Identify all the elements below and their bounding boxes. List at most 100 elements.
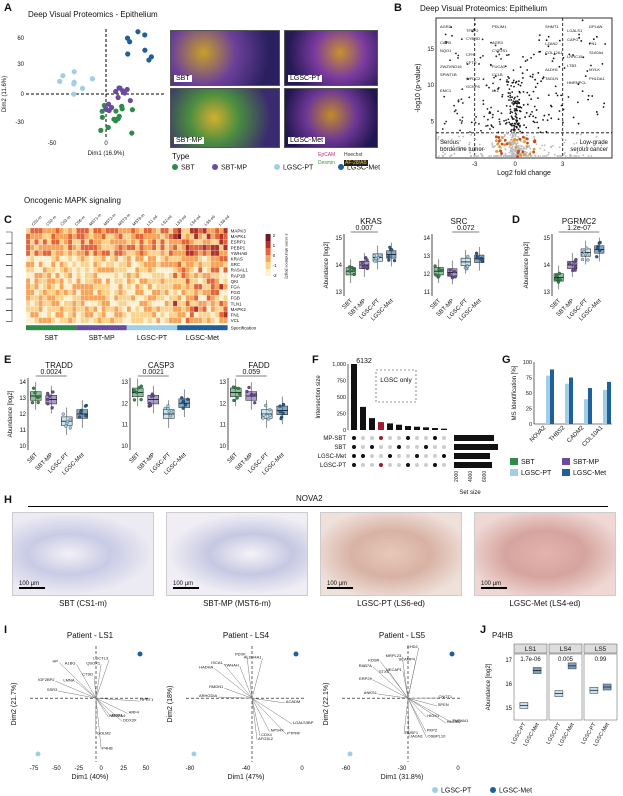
highlight-point	[494, 139, 498, 142]
left-annotation: Serous	[440, 140, 459, 146]
type-legend-title: Type	[172, 152, 190, 161]
volcano-point	[508, 77, 510, 79]
volcano-point	[461, 146, 463, 149]
box-point	[390, 248, 394, 252]
histology-lgsc-pt: 100 µm LGSC-PT (LS6-ed)	[320, 512, 462, 608]
pca-point	[98, 127, 104, 133]
box-point	[50, 406, 54, 410]
volcano-point	[445, 120, 448, 123]
heatmap-cell	[177, 261, 182, 268]
gene-label: CYP2S1	[492, 48, 508, 53]
biplot-ls4: Patient - LS4ALDH4A1PDXKYWHAHISCA1HADHAR…	[167, 631, 314, 781]
volcano-point	[512, 100, 515, 103]
heatmap-cell	[147, 278, 153, 285]
matrix-dot	[424, 445, 428, 449]
highlight-point	[501, 136, 504, 140]
matrix-dot	[361, 454, 365, 458]
heatmap-cell	[51, 233, 56, 240]
heatmap-cell	[97, 283, 102, 290]
heatmap-cell	[46, 227, 52, 234]
heatmap-cell	[46, 267, 52, 273]
heatmap-cell	[42, 233, 48, 240]
heatmap-cell	[223, 306, 228, 313]
matrix-dot	[406, 463, 410, 467]
loading-arrow	[95, 697, 140, 702]
heatmap-cell	[118, 239, 123, 245]
volcano-point	[441, 154, 444, 157]
gene-label: PHLDA1	[589, 76, 605, 81]
pvalue-label: 1.7e-06	[520, 657, 541, 663]
heatmap-cell	[34, 289, 39, 296]
box-point	[235, 396, 239, 400]
volcano-point	[567, 96, 570, 98]
histology-caption: SBT (CS1-m)	[59, 599, 107, 608]
plot-title: SRC	[451, 217, 468, 226]
volcano-point	[506, 133, 509, 135]
heatmap-cell	[51, 306, 56, 313]
heatmap-cell	[97, 300, 102, 307]
y-tick-label: 0	[529, 422, 532, 428]
pca-point	[71, 79, 77, 85]
heatmap-cell	[193, 283, 199, 290]
box-point	[474, 251, 479, 255]
heatmap-cell	[80, 250, 85, 257]
panel-label-c: C	[4, 214, 12, 226]
heatmap-cell	[206, 289, 211, 296]
heatmap-row-label: ESRP1	[231, 240, 246, 245]
volcano-point	[517, 123, 519, 125]
volcano-point	[512, 69, 515, 72]
heatmap-cell	[214, 244, 220, 251]
heatmap-cell	[214, 289, 220, 296]
heatmap-cell	[172, 278, 178, 285]
plot-title: Patient - LS4	[223, 631, 270, 640]
volcano-point	[568, 53, 571, 56]
x-tick-label: -75	[30, 766, 39, 772]
heatmap-cell	[214, 239, 220, 245]
volcano-point	[525, 126, 528, 129]
heatmap-cell	[105, 244, 111, 251]
heatmap-cell	[80, 295, 85, 301]
heatmap-cell	[118, 295, 123, 301]
heatmap-cell	[38, 261, 43, 268]
volcano-point	[562, 108, 565, 111]
matrix-dot	[397, 454, 401, 458]
legend-gradient-step	[265, 234, 271, 241]
volcano-point	[458, 135, 460, 138]
heatmap-cell	[93, 311, 98, 318]
volcano-point	[444, 153, 446, 156]
volcano-point	[581, 19, 584, 22]
volcano-point	[510, 138, 513, 141]
heatmap-cell	[105, 317, 111, 324]
heatmap-cell	[130, 295, 136, 301]
heatmap-cell	[67, 233, 73, 240]
heatmap-cell	[172, 239, 178, 245]
heatmap-cell	[51, 295, 56, 301]
heatmap-cell	[139, 233, 144, 240]
heatmap-cell	[181, 300, 186, 307]
heatmap-cell	[55, 295, 60, 301]
heatmap-cell	[42, 317, 48, 324]
heatmap-cell	[210, 295, 216, 301]
volcano-point	[581, 90, 584, 93]
heatmap-cell	[38, 306, 43, 313]
loading-arrow	[407, 698, 427, 738]
volcano-point	[437, 155, 440, 157]
volcano-point	[499, 123, 502, 125]
volcano-point	[503, 135, 506, 138]
heatmap-cell	[193, 311, 199, 318]
volcano-point	[518, 98, 521, 101]
heatmap-cell	[80, 244, 85, 251]
volcano-point	[528, 115, 531, 118]
volcano-point	[486, 108, 489, 110]
volcano-point	[558, 65, 561, 68]
volcano-point	[479, 152, 482, 155]
loading-arrow	[402, 670, 409, 699]
volcano-point	[509, 105, 512, 108]
volcano-point	[483, 115, 486, 118]
volcano-point	[514, 101, 517, 104]
heatmap-cell	[147, 233, 153, 240]
gene-label: NECAP1	[386, 667, 403, 672]
heatmap-cell	[63, 311, 69, 318]
y-tick-label: 13	[543, 290, 550, 296]
y-tick-label: 1,000	[332, 362, 346, 368]
